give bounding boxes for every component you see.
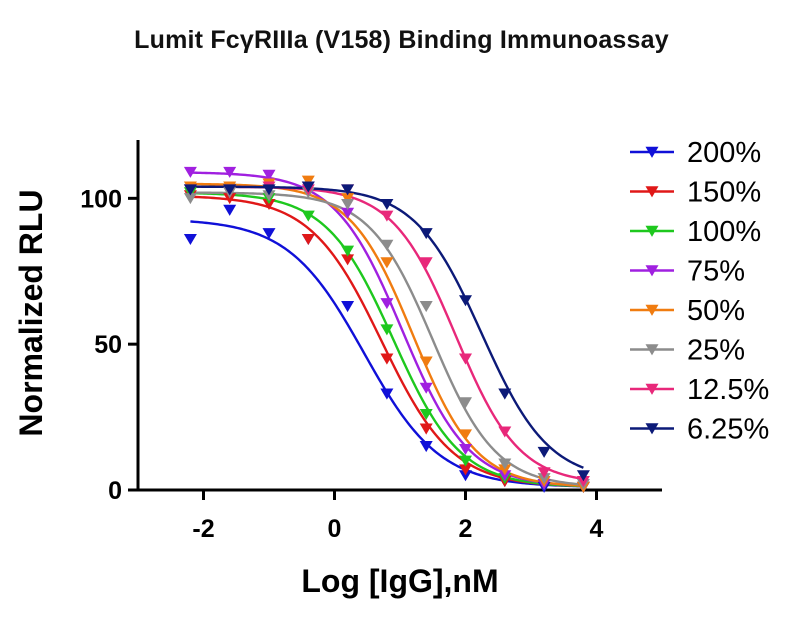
y-axis-title: Normalized RLU bbox=[13, 189, 49, 436]
legend-label: 75% bbox=[687, 256, 745, 288]
data-point bbox=[341, 184, 355, 196]
legend-item: 75% bbox=[630, 256, 745, 288]
chart-title: Lumit FcγRIIIa (V158) Binding Immunoassa… bbox=[134, 26, 669, 54]
legend-label: 100% bbox=[687, 216, 761, 248]
legend-item: 100% bbox=[630, 216, 761, 248]
data-point bbox=[301, 175, 315, 187]
legend-label: 150% bbox=[687, 177, 761, 209]
x-tick-label: 2 bbox=[459, 515, 473, 543]
data-point bbox=[380, 210, 394, 222]
data-point bbox=[498, 470, 512, 482]
data-point bbox=[183, 184, 197, 196]
data-point bbox=[183, 233, 197, 246]
data-point bbox=[419, 382, 433, 394]
legend: 200% 150% 100% 75% 50% 25% 12.5% 6.25% bbox=[630, 137, 769, 446]
data-point bbox=[262, 198, 276, 211]
data-point bbox=[576, 476, 590, 488]
legend-marker bbox=[645, 265, 659, 277]
data-point bbox=[537, 467, 551, 479]
legend-label: 50% bbox=[687, 295, 745, 327]
legend-marker bbox=[645, 146, 659, 158]
legend-marker bbox=[645, 344, 659, 356]
y-tick-label: 100 bbox=[80, 185, 122, 213]
legend-item: 25% bbox=[630, 335, 745, 367]
data-point bbox=[262, 228, 276, 240]
data-point bbox=[537, 473, 551, 485]
legend-item: 6.25% bbox=[630, 414, 769, 446]
legend-label: 6.25% bbox=[687, 414, 769, 446]
data-point bbox=[459, 443, 472, 456]
x-axis-title: Log [IgG],nM bbox=[301, 563, 498, 599]
data-point bbox=[223, 204, 237, 216]
data-point bbox=[301, 210, 315, 222]
data-point bbox=[537, 446, 551, 458]
legend-label: 25% bbox=[687, 335, 745, 367]
data-point bbox=[341, 193, 355, 205]
data-point bbox=[498, 458, 512, 470]
x-tick-label: 4 bbox=[590, 515, 604, 543]
legend-marker bbox=[645, 423, 659, 435]
legend-item: 150% bbox=[630, 177, 761, 209]
data-points bbox=[183, 166, 590, 493]
ticks: -2 0 2 4 0 50 100 bbox=[80, 185, 603, 543]
data-point bbox=[380, 324, 394, 336]
data-point bbox=[341, 245, 355, 257]
data-point bbox=[301, 233, 315, 246]
legend-item: 200% bbox=[630, 137, 761, 169]
legend-label: 12.5% bbox=[687, 374, 769, 406]
data-point bbox=[459, 397, 472, 409]
data-point bbox=[419, 356, 433, 368]
data-point bbox=[341, 198, 355, 211]
data-point bbox=[380, 257, 394, 269]
data-point bbox=[223, 193, 237, 205]
data-point bbox=[341, 207, 355, 219]
data-point bbox=[262, 190, 276, 202]
data-point bbox=[459, 464, 472, 476]
y-tick-label: 50 bbox=[94, 331, 122, 359]
x-tick-label: -2 bbox=[192, 515, 214, 543]
data-point bbox=[223, 184, 237, 196]
data-point bbox=[419, 408, 433, 421]
data-point bbox=[459, 470, 472, 482]
legend-marker bbox=[645, 304, 659, 316]
data-point bbox=[262, 184, 276, 196]
data-point bbox=[498, 464, 512, 476]
data-point bbox=[459, 295, 472, 307]
data-point bbox=[498, 426, 512, 438]
data-point bbox=[419, 441, 433, 453]
data-point bbox=[183, 193, 197, 205]
data-point bbox=[223, 166, 237, 178]
data-point bbox=[380, 353, 394, 365]
data-point bbox=[301, 181, 315, 193]
legend-marker bbox=[645, 225, 659, 237]
data-point bbox=[419, 228, 433, 240]
data-point bbox=[380, 388, 394, 400]
data-point bbox=[341, 254, 355, 266]
data-point bbox=[419, 423, 433, 435]
data-point bbox=[341, 301, 355, 313]
data-point bbox=[498, 388, 512, 400]
legend-item: 12.5% bbox=[630, 374, 769, 406]
data-point bbox=[380, 298, 394, 310]
data-point bbox=[262, 169, 276, 181]
legend-item: 50% bbox=[630, 295, 745, 327]
data-point bbox=[380, 198, 394, 211]
fit-curve-6 bbox=[190, 191, 584, 486]
fit-curve-3 bbox=[190, 191, 584, 488]
data-point bbox=[380, 239, 394, 251]
data-point bbox=[459, 455, 472, 467]
data-point bbox=[459, 353, 472, 365]
data-point bbox=[419, 301, 433, 313]
x-tick-label: 0 bbox=[328, 515, 342, 543]
data-point bbox=[459, 429, 472, 441]
y-tick-label: 0 bbox=[108, 477, 122, 505]
legend-marker bbox=[645, 186, 659, 198]
legend-marker bbox=[645, 383, 659, 395]
data-point bbox=[183, 166, 197, 178]
data-point bbox=[576, 470, 590, 482]
data-point bbox=[419, 257, 433, 269]
legend-label: 200% bbox=[687, 137, 761, 169]
